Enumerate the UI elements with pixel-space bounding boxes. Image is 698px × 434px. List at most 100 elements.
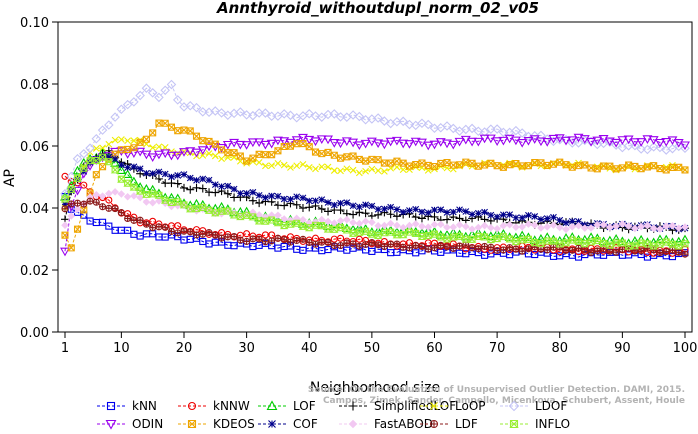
data-point <box>561 136 571 146</box>
data-point <box>180 171 188 178</box>
data-point <box>379 116 390 126</box>
data-point <box>543 161 551 169</box>
data-point <box>318 196 326 204</box>
data-point <box>649 242 659 250</box>
data-point <box>449 208 457 216</box>
data-point <box>448 123 459 134</box>
x-tick-label: 30 <box>238 341 255 356</box>
data-point <box>135 90 145 101</box>
data-point <box>324 238 332 246</box>
y-tick-label: 0.08 <box>20 78 49 93</box>
data-point <box>629 138 640 147</box>
data-point <box>116 165 127 174</box>
data-point <box>99 152 106 160</box>
data-point <box>598 135 609 144</box>
data-point <box>111 150 119 158</box>
data-point <box>556 216 564 224</box>
data-point <box>537 224 545 232</box>
data-point <box>105 140 113 148</box>
data-point <box>248 196 257 205</box>
data-point <box>293 193 301 201</box>
data-point <box>562 219 570 227</box>
watermark-line-2: Campos, Zimek, Sander, Campello, Micenko… <box>323 396 685 406</box>
data-point <box>360 139 371 149</box>
data-point <box>92 171 100 179</box>
data-point <box>431 206 438 214</box>
data-point <box>562 225 570 234</box>
data-point <box>123 192 132 201</box>
data-point <box>561 239 571 247</box>
data-point <box>211 181 219 188</box>
data-point <box>436 220 445 229</box>
data-point <box>492 124 502 134</box>
data-point <box>486 216 495 225</box>
legend-marker <box>429 419 439 429</box>
data-point <box>355 169 363 177</box>
data-point <box>110 166 120 174</box>
data-point <box>154 174 163 183</box>
data-point <box>260 140 271 150</box>
data-point <box>99 144 106 152</box>
data-point <box>337 199 344 207</box>
data-point <box>568 246 576 254</box>
data-point <box>324 163 332 171</box>
data-point <box>274 160 282 167</box>
data-point <box>655 234 665 244</box>
data-point <box>105 222 113 230</box>
data-point <box>304 135 315 145</box>
data-point <box>379 223 390 233</box>
data-point <box>142 220 150 228</box>
data-point <box>274 192 282 200</box>
data-point <box>673 139 684 148</box>
data-point <box>661 137 672 147</box>
data-point <box>536 233 546 243</box>
data-point <box>355 242 363 250</box>
data-point <box>117 136 125 143</box>
data-point <box>454 137 465 147</box>
data-point <box>280 215 288 223</box>
data-point <box>673 141 684 152</box>
legend-label: LDOF <box>535 399 567 413</box>
data-point <box>393 221 401 230</box>
data-point <box>130 144 138 152</box>
data-point <box>210 106 221 116</box>
data-point <box>224 182 232 190</box>
data-point <box>355 203 363 211</box>
data-point <box>543 246 551 254</box>
data-point <box>486 124 496 134</box>
data-point <box>91 157 101 165</box>
data-point <box>173 179 182 188</box>
data-point <box>161 170 169 178</box>
data-point <box>318 150 326 158</box>
data-point <box>305 203 314 212</box>
legend-marker <box>348 419 358 429</box>
series-INFLO <box>60 153 690 250</box>
data-point <box>606 165 614 172</box>
data-point <box>160 149 171 159</box>
data-point <box>298 204 307 213</box>
x-tick-label: 60 <box>426 341 443 356</box>
data-point <box>586 137 597 147</box>
data-point <box>348 110 358 120</box>
data-point <box>630 242 640 250</box>
series-layer <box>60 79 690 261</box>
data-point <box>517 230 528 240</box>
data-point <box>255 199 264 208</box>
data-point <box>128 176 139 186</box>
data-point <box>512 214 520 222</box>
data-point <box>229 138 240 148</box>
data-point <box>248 110 258 121</box>
legend-label: SimplifiedLOF <box>374 399 456 413</box>
data-point <box>393 240 401 248</box>
data-point <box>399 243 407 251</box>
data-point <box>348 229 358 237</box>
data-point <box>241 141 252 150</box>
data-point <box>474 223 483 232</box>
data-point <box>280 195 288 203</box>
data-point <box>72 186 83 196</box>
data-point <box>337 234 345 242</box>
data-point <box>430 220 439 229</box>
data-point <box>362 241 370 248</box>
data-point <box>599 221 608 229</box>
data-point <box>74 175 81 183</box>
